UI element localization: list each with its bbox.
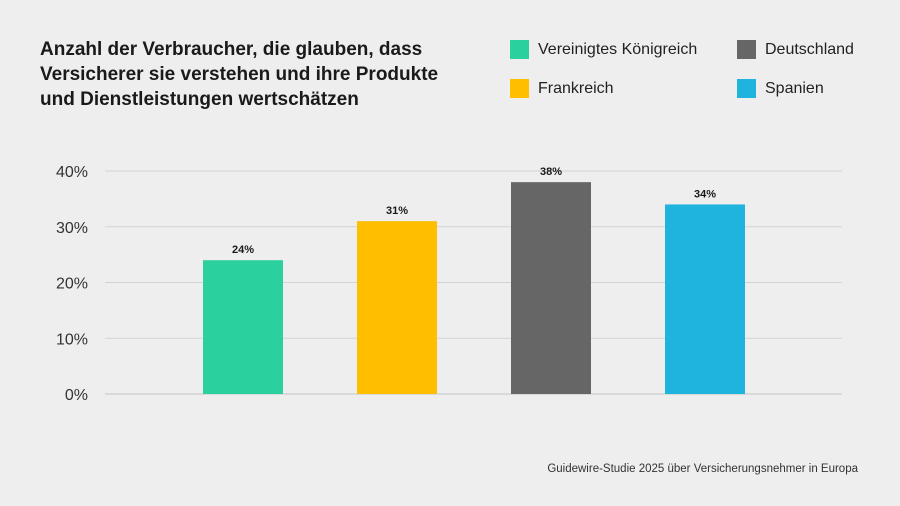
legend-label-deutschland: Deutschland xyxy=(765,40,854,58)
legend: Vereinigtes Königreich Deutschland Frank… xyxy=(0,0,900,110)
legend-label-vereinigtes-koenigreich: Vereinigtes Königreich xyxy=(538,40,698,58)
chart-title: Anzahl der Verbraucher, die glauben, das… xyxy=(40,39,439,110)
legend-swatch-vereinigtes-koenigreich xyxy=(510,40,529,59)
legend-swatch-deutschland xyxy=(737,40,756,59)
bar-value-label-2: 31% xyxy=(386,205,408,217)
source-note: Guidewire-Studie 2025 über Versicherungs… xyxy=(547,463,858,475)
legend-swatch-frankreich xyxy=(510,79,529,98)
bar-3 xyxy=(511,182,591,394)
y-tick-label-30: 30% xyxy=(56,220,88,237)
legend-item-frankreich: Frankreich xyxy=(510,79,614,98)
legend-label-frankreich: Frankreich xyxy=(538,79,614,97)
y-tick-label-0: 0% xyxy=(65,387,88,404)
legend-label-spanien: Spanien xyxy=(765,79,824,97)
y-tick-label-40: 40% xyxy=(56,164,88,181)
bar-value-label-1: 24% xyxy=(232,244,254,256)
legend-item-deutschland: Deutschland xyxy=(737,40,854,59)
legend-item-vereinigtes-koenigreich: Vereinigtes Königreich xyxy=(510,40,697,59)
bar-value-label-3: 38% xyxy=(540,166,562,178)
bar-2 xyxy=(357,221,437,394)
bar-value-label-4: 34% xyxy=(694,188,716,200)
bar-1 xyxy=(203,260,283,394)
y-tick-label-20: 20% xyxy=(56,276,88,293)
legend-item-spanien: Spanien xyxy=(737,79,824,98)
bar-4 xyxy=(665,204,745,394)
y-tick-label-10: 10% xyxy=(56,331,88,348)
legend-swatch-spanien xyxy=(737,79,756,98)
bar-chart: 0% 10% 20% 30% 40% 24% 31% 38% 34% xyxy=(56,164,842,404)
